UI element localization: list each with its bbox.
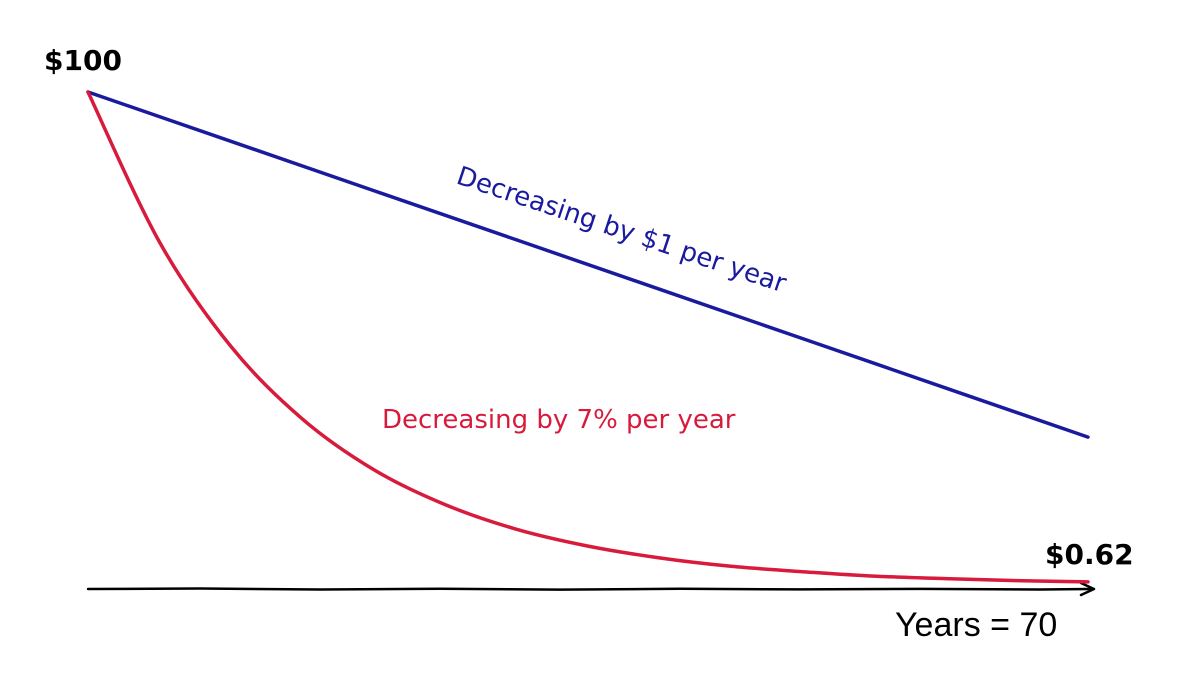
- series-label-exponential: Decreasing by 7% per year: [382, 405, 736, 435]
- x-axis-arrowhead: [1079, 581, 1096, 597]
- series-line-exponential: [86, 90, 1090, 584]
- end-value-label: $0.62: [1045, 538, 1134, 571]
- start-value-label: $100: [44, 44, 122, 77]
- series-line-linear: [86, 90, 1090, 439]
- series-label-linear: Decreasing by $1 per year: [453, 161, 790, 299]
- x-axis-line: [86, 587, 1092, 591]
- x-axis-label: Years = 70: [895, 606, 1057, 644]
